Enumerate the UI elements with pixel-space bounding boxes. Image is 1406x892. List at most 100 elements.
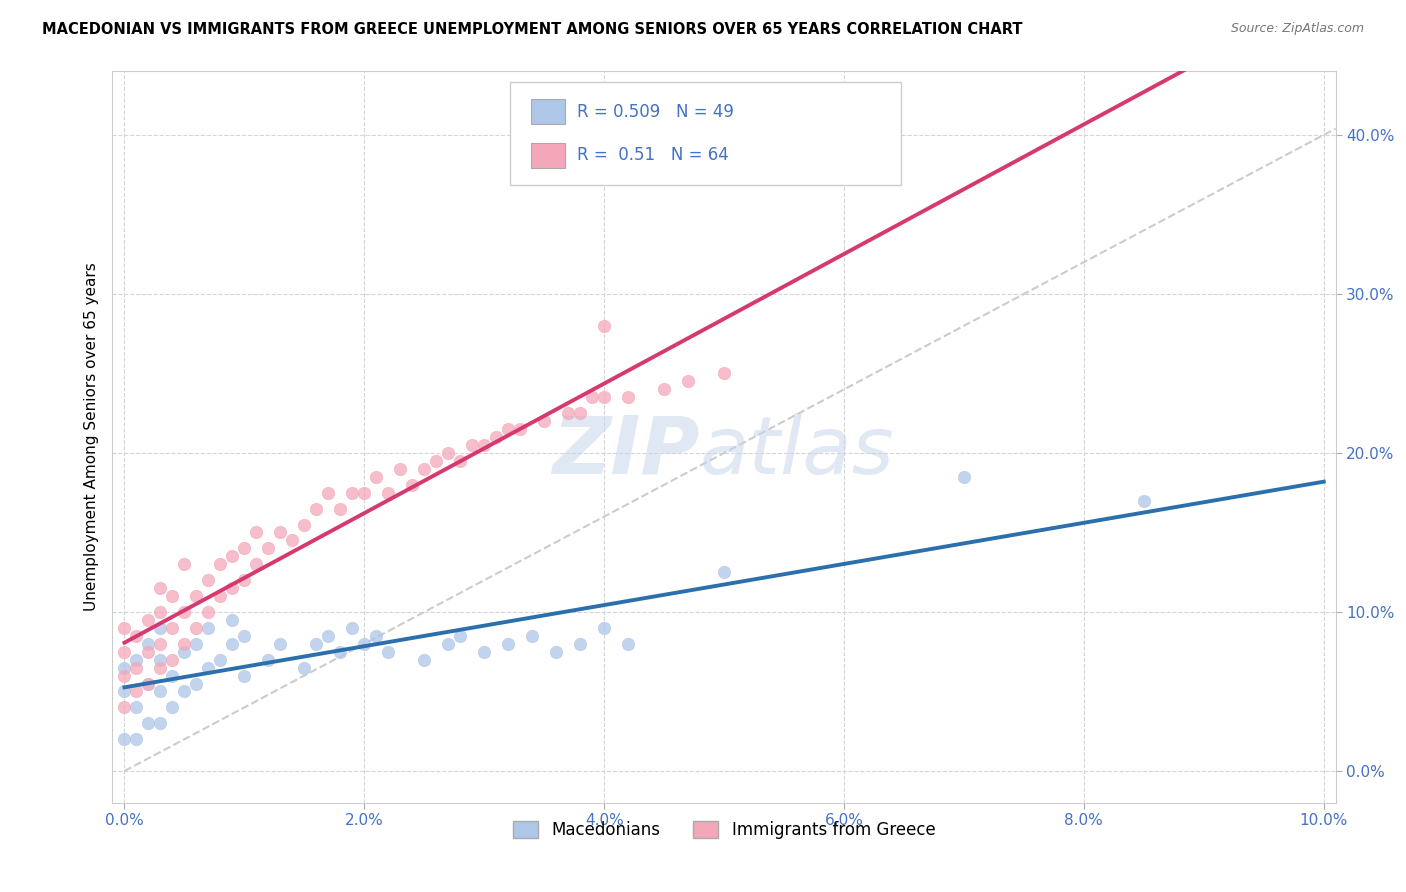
Point <box>257 541 280 556</box>
Text: atlas: atlas <box>700 413 894 491</box>
Point <box>305 637 328 651</box>
Point <box>221 549 243 564</box>
Point <box>437 637 460 651</box>
Point <box>425 454 447 468</box>
Point <box>233 541 256 556</box>
Point <box>138 676 160 690</box>
Point <box>186 621 208 635</box>
Point <box>329 501 352 516</box>
Point <box>138 613 160 627</box>
Point <box>713 367 735 381</box>
Point <box>138 716 160 731</box>
Point <box>593 390 616 404</box>
Point <box>186 676 208 690</box>
Point <box>269 637 291 651</box>
Point <box>125 629 148 643</box>
Point <box>114 621 136 635</box>
Point <box>377 485 399 500</box>
Point <box>245 525 267 540</box>
Point <box>449 629 471 643</box>
Point <box>557 406 579 420</box>
Point <box>149 653 172 667</box>
Point <box>366 629 388 643</box>
Point <box>233 629 256 643</box>
Point <box>173 605 195 619</box>
Bar <box>531 99 565 124</box>
Point <box>496 422 519 436</box>
Point <box>221 637 243 651</box>
Point <box>162 589 184 603</box>
Point <box>569 637 592 651</box>
Point <box>209 558 232 572</box>
Point <box>281 533 304 548</box>
Point <box>162 653 184 667</box>
Point <box>305 501 328 516</box>
Point <box>569 406 592 420</box>
Point <box>617 637 640 651</box>
Point <box>149 660 172 674</box>
Point <box>114 684 136 698</box>
Bar <box>531 143 565 168</box>
Point <box>953 470 976 484</box>
Text: R = 0.509   N = 49: R = 0.509 N = 49 <box>578 103 734 120</box>
Point <box>114 700 136 714</box>
Point <box>533 414 555 428</box>
Point <box>197 573 219 587</box>
Point <box>257 653 280 667</box>
Point <box>342 485 364 500</box>
Point <box>342 621 364 635</box>
Point <box>149 716 172 731</box>
Point <box>138 676 160 690</box>
Point <box>114 660 136 674</box>
Point <box>1133 493 1156 508</box>
Point <box>366 470 388 484</box>
Point <box>186 589 208 603</box>
Point <box>149 684 172 698</box>
Point <box>617 390 640 404</box>
Point <box>162 621 184 635</box>
Point <box>546 645 568 659</box>
Point <box>197 605 219 619</box>
Point <box>472 438 495 452</box>
Point <box>149 621 172 635</box>
Point <box>125 684 148 698</box>
Point <box>413 653 436 667</box>
Point <box>509 422 531 436</box>
Point <box>197 660 219 674</box>
Point <box>329 645 352 659</box>
Point <box>389 462 412 476</box>
Point <box>173 684 195 698</box>
Point <box>114 668 136 682</box>
Point <box>292 660 315 674</box>
Point <box>186 637 208 651</box>
FancyBboxPatch shape <box>510 82 901 185</box>
Point <box>485 430 508 444</box>
Point <box>676 375 699 389</box>
Point <box>401 477 423 491</box>
Point <box>138 645 160 659</box>
Point <box>472 645 495 659</box>
Point <box>461 438 484 452</box>
Y-axis label: Unemployment Among Seniors over 65 years: Unemployment Among Seniors over 65 years <box>83 263 98 611</box>
Point <box>413 462 436 476</box>
Point <box>593 318 616 333</box>
Point <box>318 485 340 500</box>
Point <box>125 732 148 747</box>
Point <box>197 621 219 635</box>
Point <box>149 605 172 619</box>
Point <box>125 653 148 667</box>
Point <box>318 629 340 643</box>
Point <box>173 637 195 651</box>
Text: R =  0.51   N = 64: R = 0.51 N = 64 <box>578 146 730 164</box>
Point <box>522 629 544 643</box>
Point <box>377 645 399 659</box>
Point <box>245 558 267 572</box>
Point <box>149 637 172 651</box>
Point <box>173 558 195 572</box>
Point <box>713 566 735 580</box>
Point <box>209 653 232 667</box>
Legend: Macedonians, Immigrants from Greece: Macedonians, Immigrants from Greece <box>506 814 942 846</box>
Point <box>353 485 375 500</box>
Point <box>138 637 160 651</box>
Point <box>221 581 243 595</box>
